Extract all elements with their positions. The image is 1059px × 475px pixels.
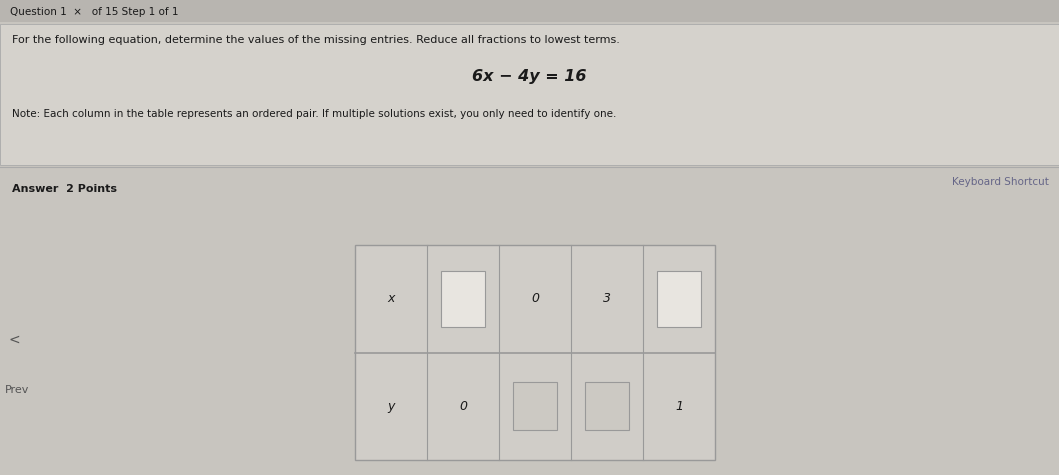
FancyBboxPatch shape bbox=[0, 0, 1059, 22]
Text: y: y bbox=[388, 400, 395, 413]
Text: Question 1  ×   of 15 Step 1 of 1: Question 1 × of 15 Step 1 of 1 bbox=[10, 7, 179, 17]
Text: 0: 0 bbox=[531, 292, 539, 305]
Text: Prev: Prev bbox=[5, 385, 30, 395]
Text: For the following equation, determine the values of the missing entries. Reduce : For the following equation, determine th… bbox=[12, 35, 620, 45]
FancyBboxPatch shape bbox=[441, 271, 485, 327]
FancyBboxPatch shape bbox=[657, 271, 701, 327]
Text: 0: 0 bbox=[459, 400, 467, 413]
Text: Answer  2 Points: Answer 2 Points bbox=[12, 184, 116, 194]
Text: x: x bbox=[388, 292, 395, 305]
FancyBboxPatch shape bbox=[355, 245, 715, 460]
FancyBboxPatch shape bbox=[513, 382, 557, 430]
FancyBboxPatch shape bbox=[585, 382, 629, 430]
Text: <: < bbox=[8, 333, 20, 347]
Text: 3: 3 bbox=[603, 292, 611, 305]
Text: 6x − 4y = 16: 6x − 4y = 16 bbox=[472, 68, 587, 84]
Text: Note: Each column in the table represents an ordered pair. If multiple solutions: Note: Each column in the table represent… bbox=[12, 109, 616, 119]
Text: Keyboard Shortcut: Keyboard Shortcut bbox=[952, 177, 1049, 187]
Text: 1: 1 bbox=[675, 400, 683, 413]
FancyBboxPatch shape bbox=[0, 24, 1059, 165]
